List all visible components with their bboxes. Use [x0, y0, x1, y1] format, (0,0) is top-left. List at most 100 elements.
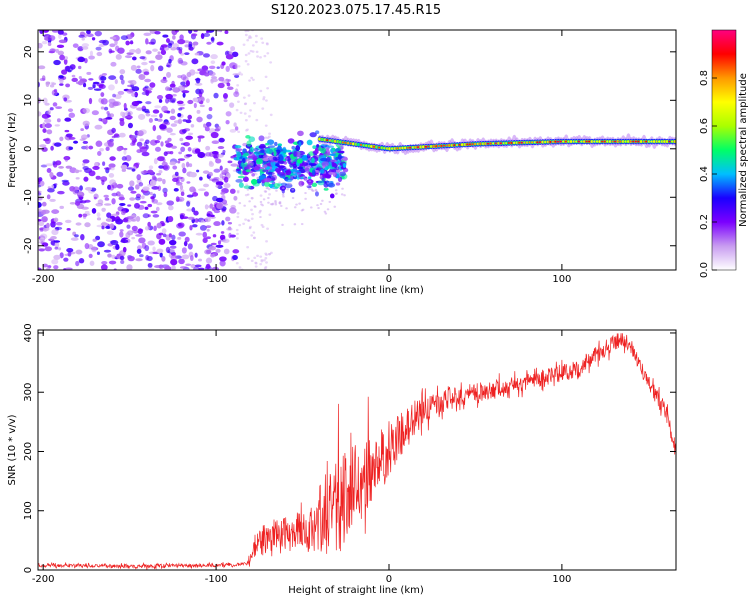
spectrogram-cell — [131, 100, 140, 107]
spectrogram-cell — [184, 44, 190, 48]
spectrogram-cell — [249, 146, 254, 153]
spectrogram-cell — [206, 114, 213, 120]
spectrogram-cell — [203, 32, 211, 37]
spectrogram-cell — [151, 186, 160, 190]
spectrogram-cell — [230, 155, 235, 159]
spectrogram-cell — [141, 151, 150, 157]
spectrogram-cell — [242, 96, 246, 99]
spectrogram-cell — [204, 204, 209, 210]
spectrogram-cell — [119, 231, 124, 238]
y-tick-label: 100 — [23, 501, 34, 520]
spectrogram-cell — [259, 200, 263, 204]
spectrogram-cell — [114, 39, 118, 46]
spectrogram-cell — [256, 55, 259, 58]
spectrogram-cell — [63, 56, 69, 60]
spectrogram-cell — [311, 182, 318, 187]
spectrogram-cell — [108, 260, 117, 265]
spectrogram-cell — [64, 129, 70, 133]
spectrogram-cell — [316, 204, 319, 207]
spectrogram-cell — [129, 49, 136, 53]
spectrogram-cell — [101, 179, 105, 186]
spectrogram-cell — [152, 48, 158, 52]
spectrogram-cell — [119, 117, 125, 122]
spectrogram-cell — [233, 122, 237, 127]
spectrogram-cell — [82, 46, 89, 50]
spectrogram-cell — [165, 86, 170, 91]
spectrogram-cell — [204, 249, 212, 255]
spectrogram-cell — [170, 258, 178, 266]
spectrogram-cell — [157, 185, 162, 192]
spectrogram-cell — [153, 225, 157, 232]
spectrogram-cell — [54, 142, 62, 147]
spectrogram-cell — [233, 195, 238, 201]
spectrogram-cell — [131, 225, 138, 232]
spectrogram-cell — [279, 204, 283, 208]
spectrogram-cell — [110, 61, 117, 67]
spectrogram-cell — [223, 183, 231, 189]
spectrogram-cell — [266, 87, 270, 90]
spectrogram-cell — [45, 81, 51, 85]
spectrogram-cell — [149, 179, 157, 187]
spectrogram-cell — [100, 98, 108, 105]
spectrogram-cell — [226, 86, 234, 91]
spectrogram-cell — [156, 173, 162, 176]
spectrogram-cell — [203, 183, 210, 188]
spectrogram-cell — [115, 54, 122, 60]
spectrogram-cell — [93, 88, 102, 91]
spectrogram-cell — [262, 98, 266, 101]
spectrogram-cell — [112, 93, 116, 98]
spectrogram-cell — [304, 197, 307, 200]
spectrogram-cell — [208, 161, 215, 167]
spectrogram-cell — [297, 130, 304, 137]
spectrogram-cell — [108, 75, 117, 80]
spectrogram-cell — [256, 158, 263, 165]
spectrogram-cell — [240, 73, 244, 76]
spectrogram-cell — [203, 123, 207, 128]
spectrogram-cell — [248, 226, 252, 230]
spectrogram-cell — [252, 231, 256, 234]
spectrogram-cell — [183, 128, 191, 132]
spectrogram-cell — [189, 224, 193, 231]
spectrogram-cell — [310, 157, 315, 164]
spectrogram-cell — [59, 54, 65, 61]
spectrogram-cell — [293, 206, 297, 209]
spectrogram-cell — [131, 236, 136, 240]
spectrogram-cell — [212, 207, 216, 212]
spectrogram-cell — [246, 188, 250, 191]
spectrogram-cell — [53, 217, 59, 223]
spectrogram-cell — [38, 65, 46, 70]
y-tick-label: -10 — [23, 189, 34, 205]
spectrogram-cell — [127, 186, 135, 191]
spectrogram-cell — [147, 240, 155, 246]
spectrogram-cell — [127, 204, 132, 207]
spectrogram-cell — [293, 223, 297, 226]
spectrogram-cell — [237, 175, 245, 179]
spectrogram-cell — [135, 234, 143, 237]
spectrogram-cell — [206, 228, 210, 232]
spectrogram-cell — [289, 182, 292, 186]
spectrogram-cell — [180, 191, 185, 197]
spectrogram-cell — [156, 135, 162, 141]
spectrogram-cell — [326, 156, 331, 163]
spectrogram-cell — [255, 50, 259, 54]
spectrogram-cell — [254, 40, 258, 44]
spectrogram-cell — [67, 251, 72, 257]
spectrogram-cell — [216, 66, 220, 69]
spectrogram-cell — [277, 172, 286, 176]
spectrogram-cell — [177, 222, 185, 228]
spectrogram-cell — [46, 222, 50, 229]
spectrogram-cell — [53, 183, 58, 186]
spectrogram-cell — [59, 136, 64, 142]
spectrogram-cell — [236, 212, 240, 215]
spectrogram-cell — [167, 215, 174, 223]
spectrogram-cell — [129, 197, 136, 201]
spectrogram-cell — [295, 144, 301, 152]
spectrogram-cell — [265, 99, 268, 102]
spectrogram-cell — [179, 34, 184, 41]
spectrogram-cell — [238, 223, 242, 227]
spectrogram-cell — [205, 98, 210, 104]
spectrogram-cell — [263, 177, 272, 183]
spectrogram-cell — [326, 182, 330, 185]
spectrogram-cell — [291, 168, 297, 173]
spectrogram-cell — [250, 152, 256, 158]
